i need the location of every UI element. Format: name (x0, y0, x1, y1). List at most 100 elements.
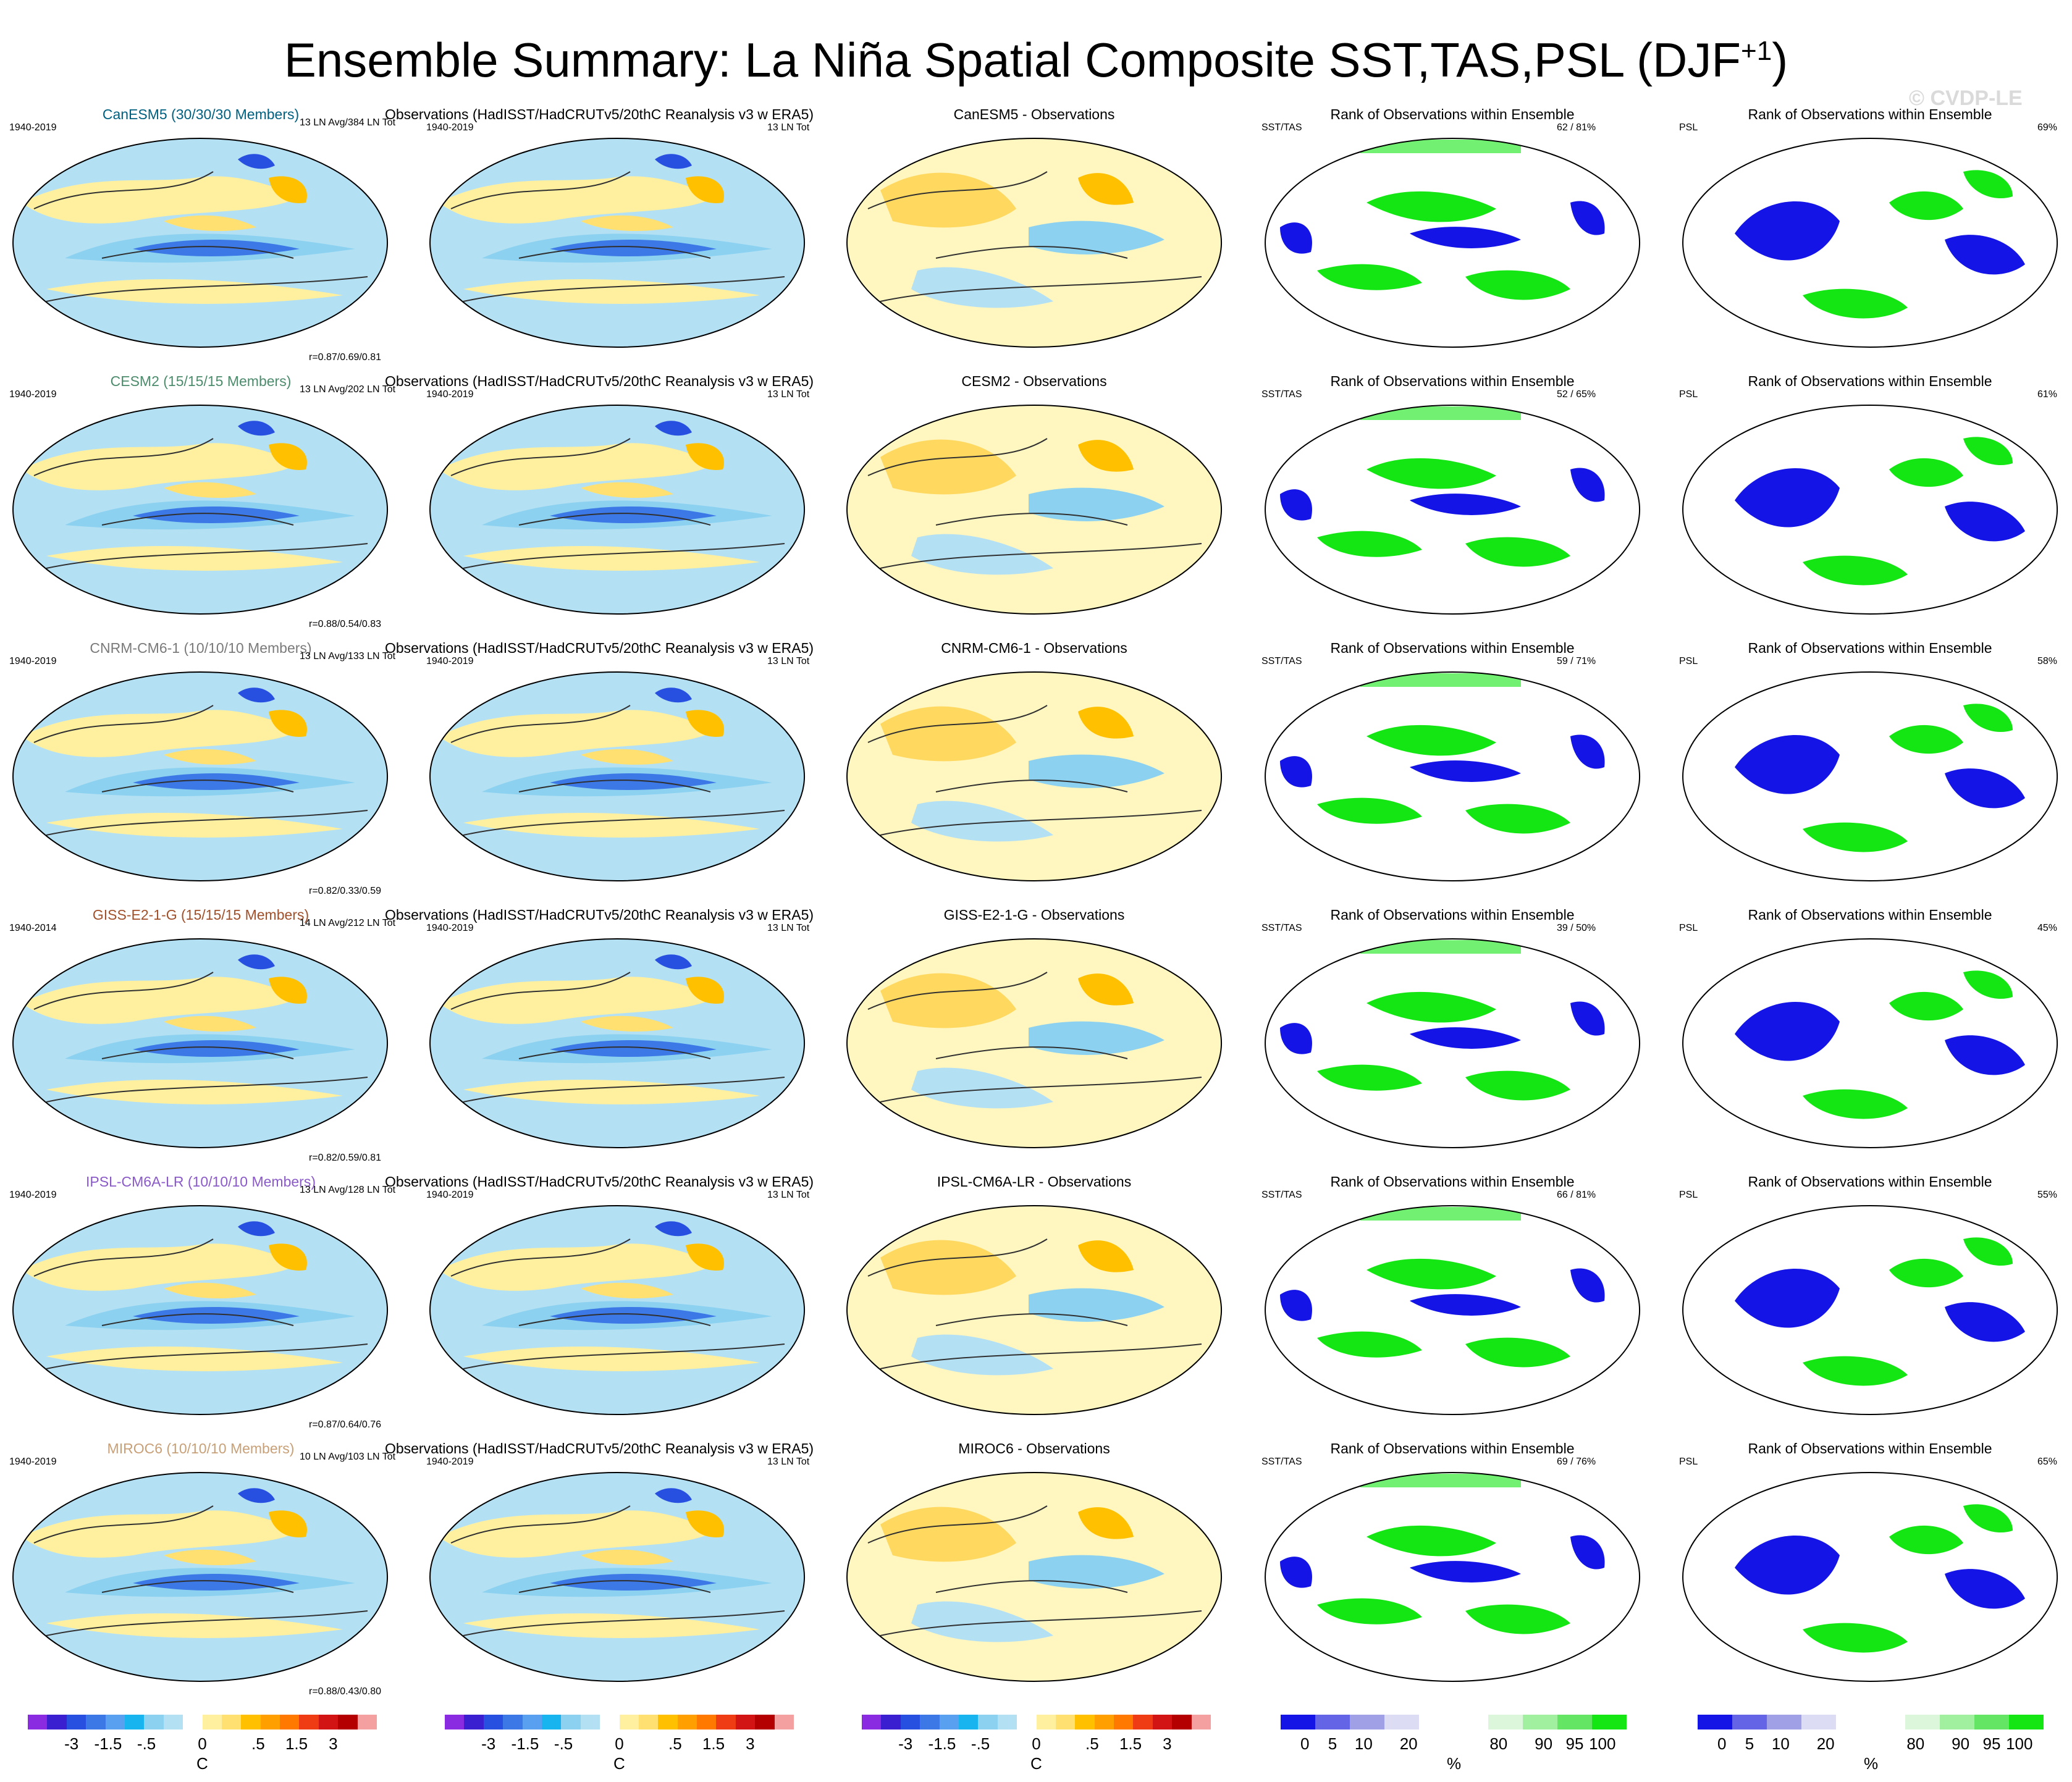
temperature-colorbar-1-unit: C (196, 1754, 208, 1773)
temperature-colorbar-1 (28, 1715, 377, 1729)
colorbar-swatch (503, 1715, 523, 1729)
colorbar-swatch (958, 1715, 979, 1729)
colorbar-swatch (1017, 1715, 1037, 1729)
colorbar-swatch (541, 1715, 562, 1729)
colorbar-swatch (1801, 1715, 1836, 1729)
colorbar-swatch (862, 1715, 882, 1729)
colorbar-swatch (260, 1715, 280, 1729)
obs-map-5 (426, 1202, 808, 1418)
psl-percent-2: 61% (2037, 389, 2058, 400)
rank-label-2: SST/TAS (1261, 389, 1302, 400)
temperature-colorbar-1-labels: -3 -1.5 -.5 0 .5 1.5 3 (28, 1734, 377, 1755)
colorbar-tick-label: .5 (251, 1734, 265, 1753)
colorbar-swatch (1191, 1715, 1211, 1729)
colorbar-swatch (1698, 1715, 1732, 1729)
model-period-3: 1940-2019 (9, 656, 57, 666)
colorbar-swatch (1075, 1715, 1095, 1729)
rank-label-3: SST/TAS (1261, 656, 1302, 666)
colorbar-swatch (299, 1715, 319, 1729)
colorbar-swatch (483, 1715, 503, 1729)
colorbar-swatch (221, 1715, 242, 1729)
colorbar-swatch (677, 1715, 697, 1729)
colorbar-swatch (202, 1715, 222, 1729)
rank-percent-1: 62 / 81% (1557, 122, 1596, 133)
psl-label-6: PSL (1679, 1456, 1698, 1467)
psl-rank-map-4 (1679, 935, 2061, 1151)
colorbar-swatch (1281, 1715, 1315, 1729)
psl-percent-3: 58% (2037, 656, 2058, 666)
model-stat-1: 13 LN Avg/384 LN Tot (300, 117, 396, 128)
colorbar-tick-label: 10 (1354, 1734, 1373, 1753)
rank-title-1: Rank of Observations within Ensemble (1330, 106, 1575, 122)
obs-stat-2: 13 LN Tot (767, 389, 810, 400)
colorbar-swatch (318, 1715, 339, 1729)
obs-period-2: 1940-2019 (426, 389, 474, 400)
colorbar-tick-label: .5 (1085, 1734, 1099, 1753)
obs-stat-3: 13 LN Tot (767, 656, 810, 666)
colorbar-swatch (1871, 1715, 1905, 1729)
rank-label-4: SST/TAS (1261, 923, 1302, 933)
colorbar-swatch (978, 1715, 998, 1729)
colorbar-swatch (735, 1715, 756, 1729)
colorbar-tick-label: 90 (1952, 1734, 1970, 1753)
model-period-2: 1940-2019 (9, 389, 57, 400)
obs-title-2: Observations (HadISST/HadCRUTv5/20thC Re… (384, 373, 814, 389)
colorbar-swatch (1152, 1715, 1173, 1729)
colorbar-tick-label: 80 (1906, 1734, 1925, 1753)
colorbar-tick-label: 3 (746, 1734, 755, 1753)
model-correlation-6: r=0.88/0.43/0.80 (309, 1686, 381, 1697)
rank-title-4: Rank of Observations within Ensemble (1330, 907, 1575, 923)
rank-title-5: Rank of Observations within Ensemble (1330, 1174, 1575, 1190)
colorbar-swatch (338, 1715, 358, 1729)
rank-percent-2: 52 / 65% (1557, 389, 1596, 400)
model-title-5: IPSL-CM6A-LR (10/10/10 Members) (86, 1174, 316, 1190)
colorbar-swatch (86, 1715, 106, 1729)
model-title-4: GISS-E2-1-G (15/15/15 Members) (92, 907, 310, 923)
colorbar-tick-label: 100 (2006, 1734, 2033, 1753)
colorbar-swatch (2009, 1715, 2044, 1729)
rank-map-3 (1261, 668, 1643, 885)
psl-percent-4: 45% (2037, 923, 2058, 933)
colorbar-swatch (1557, 1715, 1592, 1729)
temperature-colorbar-2 (445, 1715, 794, 1729)
colorbar-tick-label: 0 (615, 1734, 624, 1753)
psl-rank-map-2 (1679, 401, 2061, 618)
obs-title-5: Observations (HadISST/HadCRUTv5/20thC Re… (384, 1174, 814, 1190)
psl-percent-5: 55% (2037, 1190, 2058, 1200)
colorbar-swatch (580, 1715, 600, 1729)
obs-title-4: Observations (HadISST/HadCRUTv5/20thC Re… (384, 907, 814, 923)
rank-map-6 (1261, 1469, 1643, 1685)
rank-colorbar-2 (1698, 1715, 2044, 1729)
model-map-5 (9, 1202, 391, 1418)
colorbar-swatch (1114, 1715, 1134, 1729)
colorbar-tick-label: 5 (1745, 1734, 1754, 1753)
colorbar-swatch (280, 1715, 300, 1729)
psl-label-3: PSL (1679, 656, 1698, 666)
colorbar-swatch (105, 1715, 125, 1729)
colorbar-tick-label: 0 (1717, 1734, 1727, 1753)
rank-map-2 (1261, 401, 1643, 618)
colorbar-swatch (1767, 1715, 1801, 1729)
colorbar-swatch (755, 1715, 775, 1729)
rank-map-5 (1261, 1202, 1643, 1418)
psl-rank-title-3: Rank of Observations within Ensemble (1748, 640, 1992, 656)
rank-colorbar-1-unit: % (1447, 1754, 1462, 1773)
obs-map-3 (426, 668, 808, 885)
colorbar-swatch (1488, 1715, 1523, 1729)
model-stat-2: 13 LN Avg/202 LN Tot (300, 384, 396, 395)
model-stat-3: 13 LN Avg/133 LN Tot (300, 651, 396, 662)
rank-colorbar-1-labels: 0 5 10 20 80 90 95 100 (1281, 1734, 1627, 1755)
model-correlation-5: r=0.87/0.64/0.76 (309, 1419, 381, 1430)
model-map-4 (9, 935, 391, 1151)
colorbar-swatch (144, 1715, 164, 1729)
psl-rank-title-5: Rank of Observations within Ensemble (1748, 1174, 1992, 1190)
colorbar-tick-label: 95 (1565, 1734, 1584, 1753)
colorbar-tick-label: -3 (481, 1734, 496, 1753)
colorbar-tick-label: 0 (1300, 1734, 1310, 1753)
model-correlation-4: r=0.82/0.59/0.81 (309, 1153, 381, 1163)
rank-map-1 (1261, 135, 1643, 351)
obs-stat-1: 13 LN Tot (767, 122, 810, 133)
psl-rank-map-3 (1679, 668, 2061, 885)
colorbar-swatch (357, 1715, 377, 1729)
colorbar-swatch (920, 1715, 940, 1729)
